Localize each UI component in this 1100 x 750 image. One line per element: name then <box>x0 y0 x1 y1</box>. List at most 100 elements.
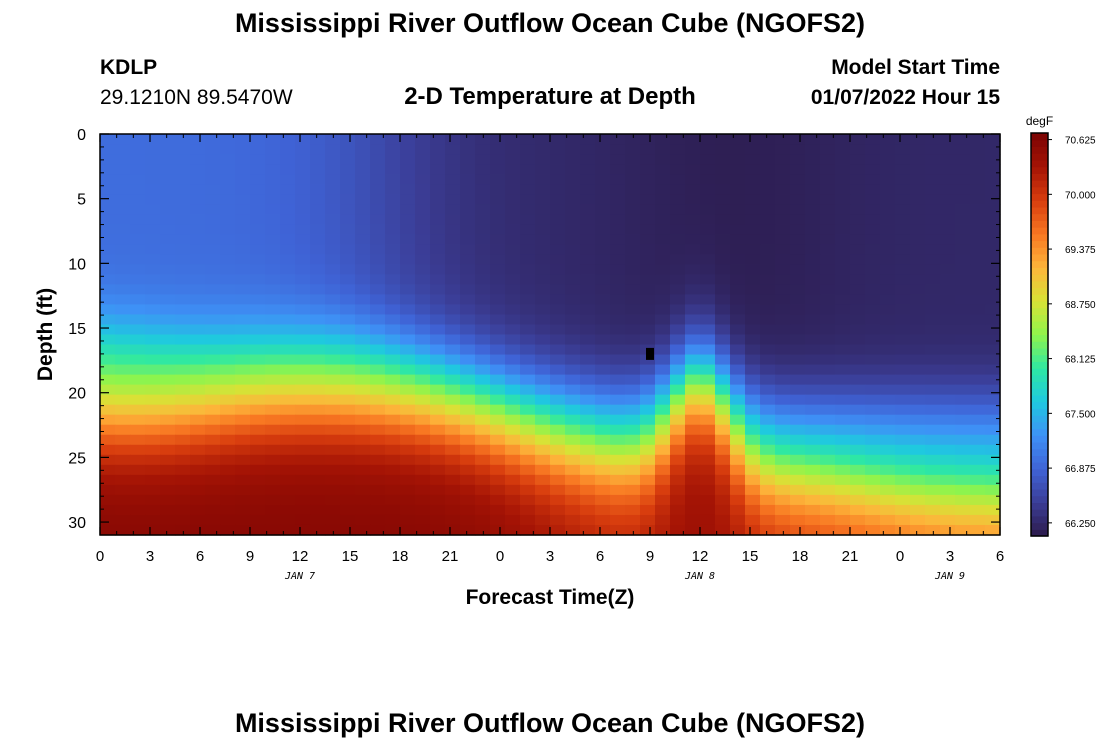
heatmap-cell <box>175 524 191 536</box>
heatmap-cell <box>520 384 536 396</box>
heatmap-cell <box>850 444 866 456</box>
heatmap-cell <box>550 334 566 346</box>
chart-subtitle: 2-D Temperature at Depth <box>404 83 696 110</box>
heatmap-cell <box>445 474 461 486</box>
heatmap-cell <box>460 134 476 145</box>
heatmap-cell <box>175 454 191 466</box>
heatmap-cell <box>520 514 536 526</box>
heatmap-cell <box>205 494 221 506</box>
heatmap-cell <box>280 224 296 235</box>
heatmap-cell <box>295 314 311 326</box>
heatmap-cell <box>925 364 941 376</box>
heatmap-cell <box>430 194 446 205</box>
heatmap-cell <box>940 484 956 496</box>
heatmap-cell <box>160 294 176 306</box>
heatmap-cell <box>310 394 326 406</box>
heatmap-cell <box>430 364 446 376</box>
heatmap-cell <box>325 314 341 326</box>
heatmap-cell <box>760 514 776 526</box>
heatmap-cell <box>280 144 296 155</box>
heatmap-cell <box>520 504 536 516</box>
heatmap-cell <box>790 184 806 195</box>
heatmap-cell <box>580 504 596 516</box>
heatmap-cell <box>310 304 326 316</box>
heatmap-cell <box>325 394 341 406</box>
heatmap-cell <box>490 434 506 446</box>
heatmap-cell <box>865 354 881 366</box>
heatmap-cell <box>685 334 701 346</box>
heatmap-cell <box>880 514 896 526</box>
heatmap-cell <box>880 294 896 306</box>
heatmap-cell <box>835 404 851 416</box>
heatmap-cell <box>460 324 476 336</box>
heatmap-cell <box>190 374 206 386</box>
heatmap-cell <box>520 484 536 496</box>
heatmap-cell <box>850 394 866 406</box>
heatmap-cell <box>430 354 446 366</box>
heatmap-cell <box>970 134 986 145</box>
heatmap-cell <box>475 384 491 396</box>
heatmap-cell <box>475 214 491 225</box>
heatmap-cell <box>895 514 911 526</box>
heatmap-cell <box>490 204 506 215</box>
heatmap-cell <box>865 324 881 336</box>
heatmap-cell <box>940 494 956 506</box>
heatmap-cell <box>190 244 206 255</box>
heatmap-cell <box>880 214 896 225</box>
heatmap-cell <box>895 134 911 145</box>
heatmap-cell <box>475 454 491 466</box>
heatmap-cell <box>595 284 611 295</box>
heatmap-cell <box>655 404 671 416</box>
colorbar-band <box>1031 307 1048 315</box>
heatmap-cell <box>925 324 941 336</box>
heatmap-cell <box>790 174 806 185</box>
colorbar-band <box>1031 347 1048 356</box>
colorbar-tick-label: 68.750 <box>1065 300 1096 311</box>
heatmap-cell <box>145 324 161 336</box>
heatmap-cell <box>175 504 191 516</box>
heatmap-cell <box>760 414 776 426</box>
heatmap-cell <box>820 254 836 265</box>
heatmap-cell <box>670 314 686 326</box>
heatmap-cell <box>625 204 641 215</box>
heatmap-cell <box>190 324 206 336</box>
heatmap-cell <box>280 134 296 145</box>
heatmap-cell <box>550 274 566 285</box>
heatmap-cell <box>970 394 986 406</box>
heatmap-cell <box>220 384 236 396</box>
heatmap-cell <box>550 304 566 316</box>
heatmap-cell <box>670 504 686 516</box>
heatmap-cell <box>715 434 731 446</box>
heatmap-cell <box>580 434 596 446</box>
heatmap-cell <box>505 404 521 416</box>
heatmap-cell <box>580 524 596 536</box>
heatmap-cell <box>910 144 926 155</box>
heatmap-cell <box>685 364 701 376</box>
heatmap-cell <box>715 354 731 366</box>
heatmap-cell <box>310 464 326 476</box>
heatmap-cell <box>595 494 611 506</box>
heatmap-cell <box>310 324 326 336</box>
heatmap-cell <box>940 274 956 285</box>
heatmap-cell <box>715 234 731 245</box>
heatmap-cell <box>520 174 536 185</box>
heatmap-cell <box>280 154 296 165</box>
heatmap-cell <box>445 484 461 496</box>
heatmap-cell <box>205 444 221 456</box>
heatmap-cell <box>250 294 266 306</box>
heatmap-cell <box>445 284 461 295</box>
heatmap-cell <box>295 164 311 175</box>
heatmap-cell <box>205 354 221 366</box>
heatmap-cell <box>535 494 551 506</box>
heatmap-cell <box>370 314 386 326</box>
heatmap-cell <box>940 174 956 185</box>
heatmap-cell <box>415 274 431 285</box>
heatmap-cell <box>985 354 1001 366</box>
colorbar-band <box>1031 300 1048 309</box>
heatmap-cell <box>925 484 941 496</box>
heatmap-cell <box>235 514 251 526</box>
heatmap-cell <box>430 224 446 235</box>
heatmap-cell <box>205 364 221 376</box>
heatmap-cell <box>775 474 791 486</box>
heatmap-cell <box>130 204 146 215</box>
